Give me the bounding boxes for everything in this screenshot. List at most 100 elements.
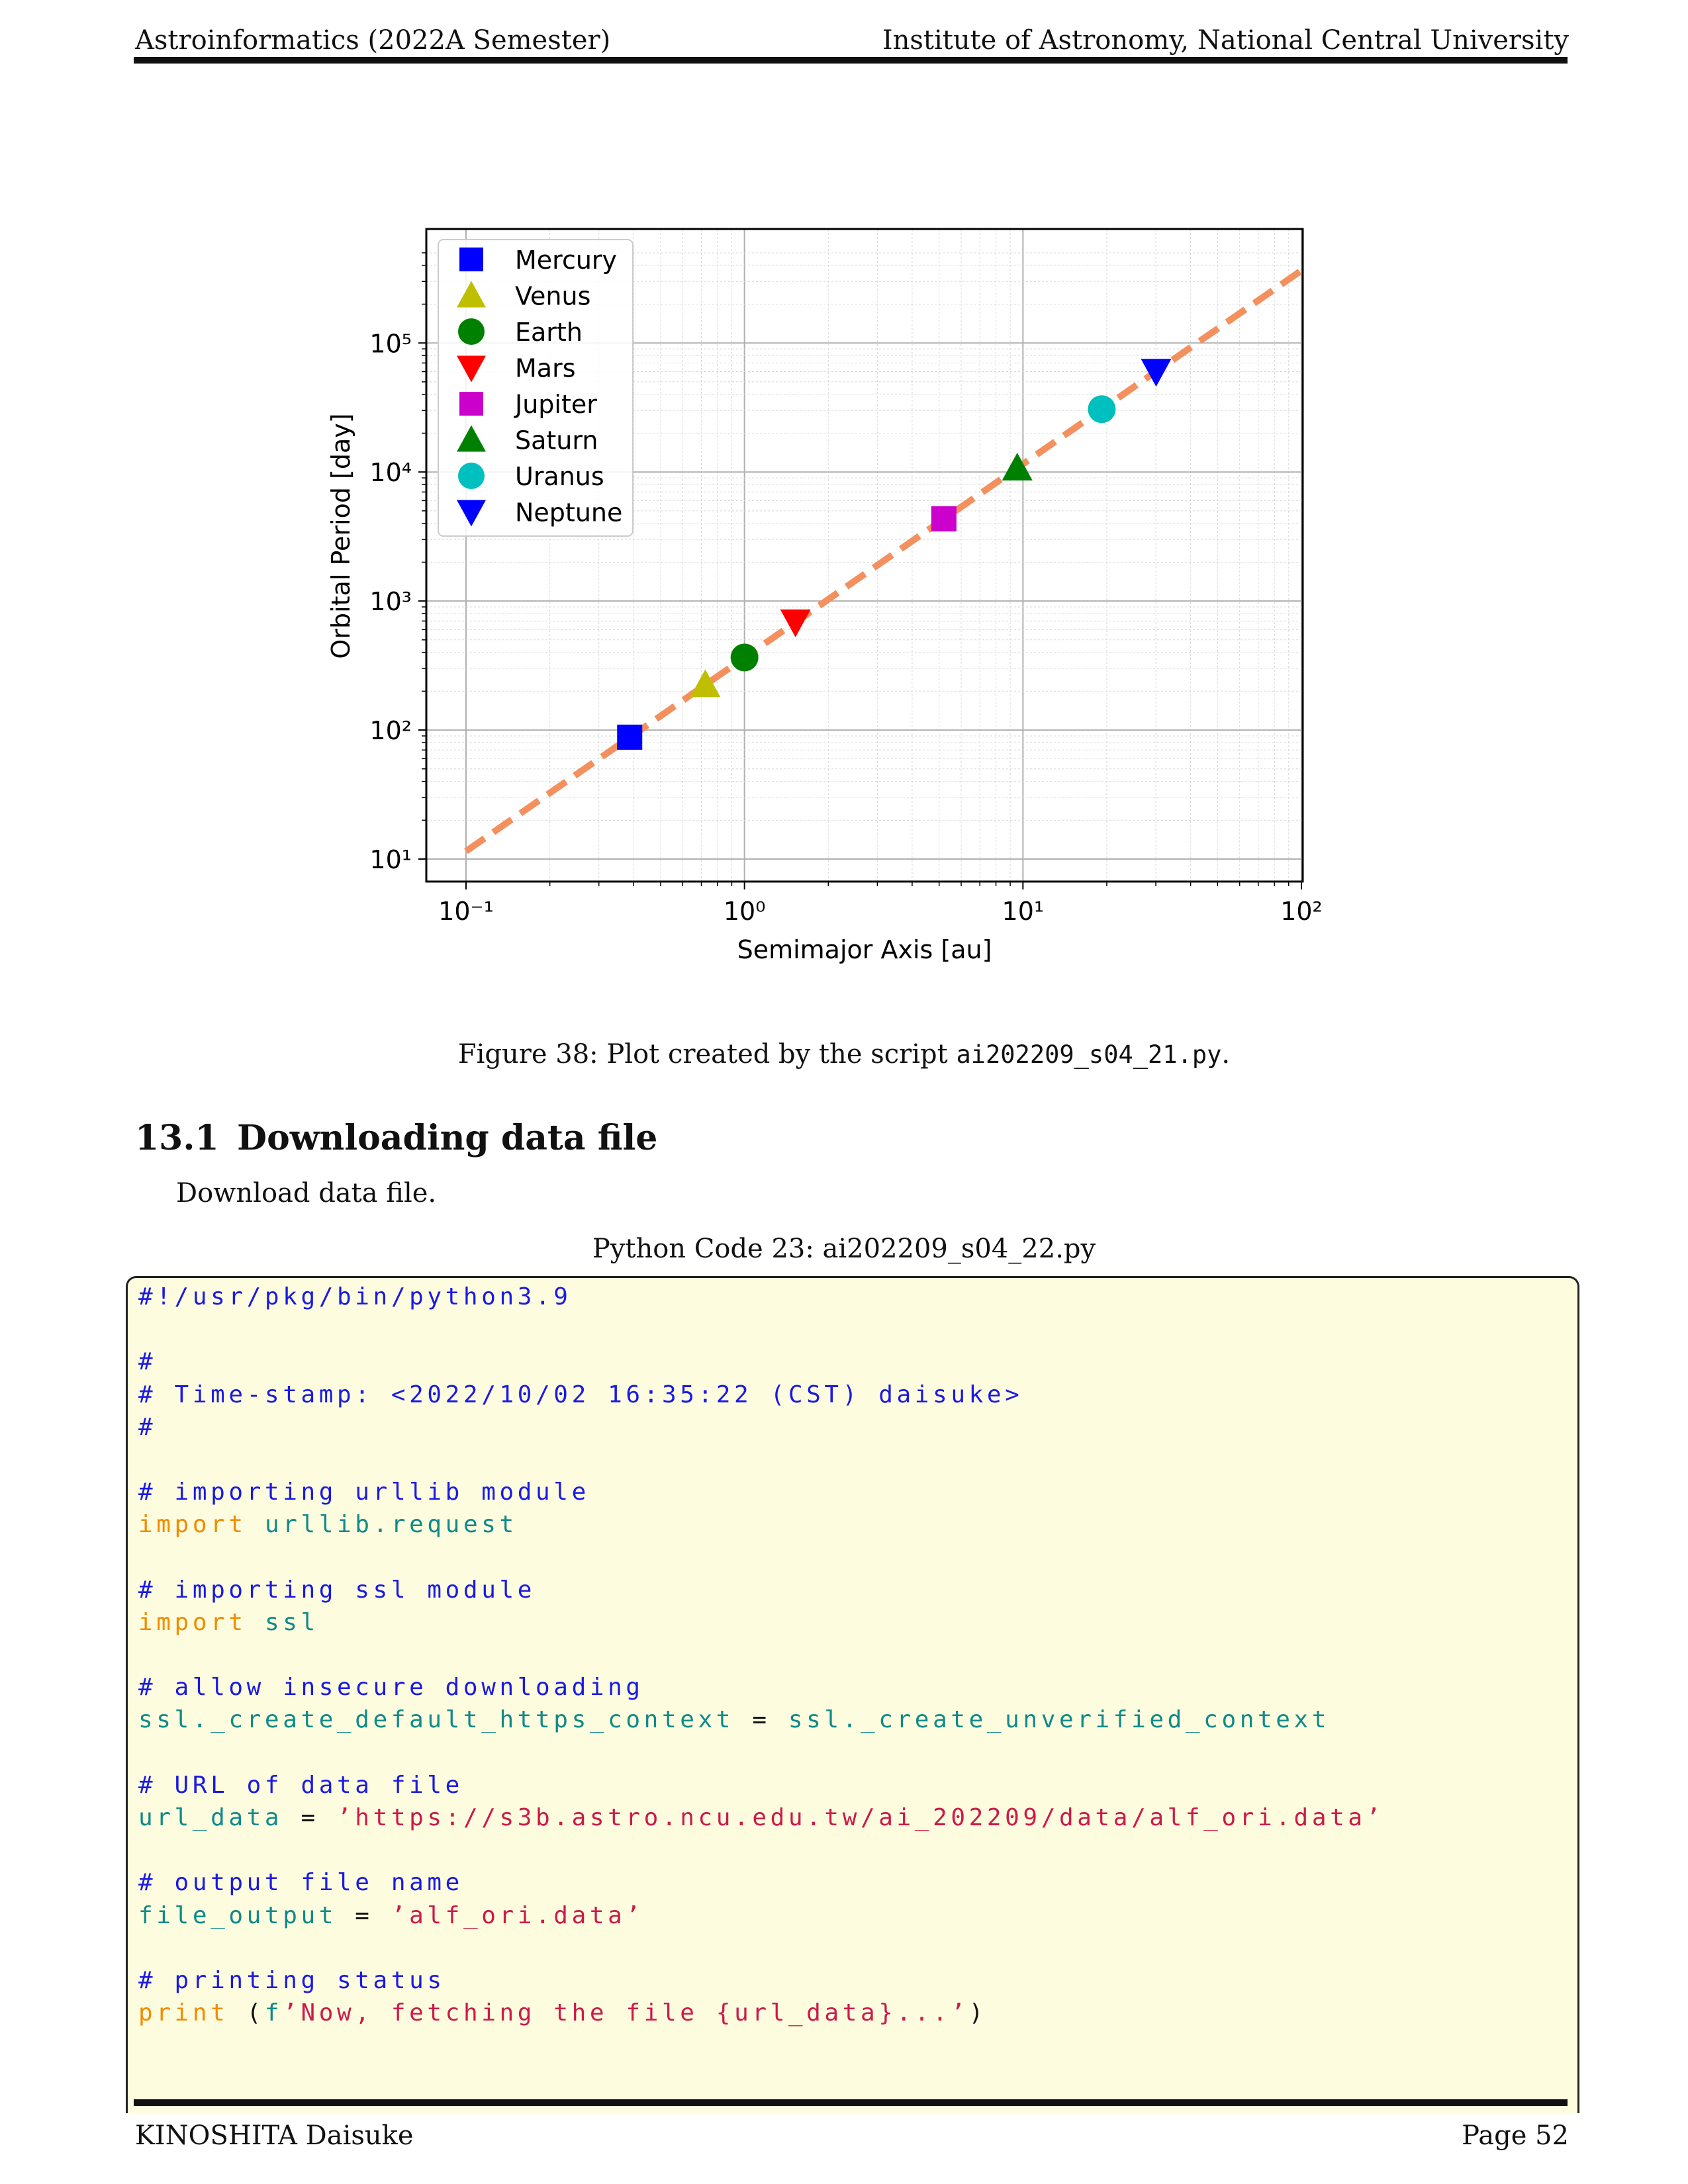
code-token: #!/usr/pkg/bin/python3.9 — [138, 1283, 572, 1310]
legend-marker-mercury — [459, 248, 483, 271]
code-token: import — [138, 1608, 247, 1636]
point-venus — [690, 669, 721, 698]
figure-caption-end: . — [1221, 1039, 1231, 1069]
y-tick-label: 10⁴ — [369, 458, 412, 487]
y-tick-labels: 10¹ 10² 10³ 10⁴ 10⁵ — [369, 329, 412, 874]
x-tick-label: 10⁻¹ — [438, 897, 494, 926]
y-axis-label: Orbital Period [day] — [326, 413, 355, 659]
code-token — [247, 1511, 265, 1538]
section-number: 13.1 — [135, 1118, 219, 1158]
plot-frame — [425, 228, 1304, 883]
running-footer-page: Page 52 — [1462, 2120, 1569, 2151]
y-tick-label: 10⁵ — [369, 329, 412, 358]
code-line: # allow insecure downloading — [138, 1671, 1384, 1704]
running-header-right: Institute of Astronomy, National Central… — [882, 25, 1569, 56]
y-tick-label: 10¹ — [369, 845, 412, 874]
code-token: f — [264, 1999, 283, 2027]
code-token: ’https://s3b.astro.ncu.edu.tw/ai_202209/… — [337, 1804, 1384, 1831]
running-header-left: Astroinformatics (2022A Semester) — [135, 25, 611, 56]
legend-label-earth: Earth — [515, 318, 583, 347]
legend-label-saturn: Saturn — [515, 426, 598, 455]
code-token: = — [337, 1901, 391, 1929]
code-token: ( — [228, 1999, 265, 2027]
legend-label-mercury: Mercury — [515, 246, 617, 275]
code-token: file_output — [138, 1901, 338, 1929]
grid-layer — [426, 229, 1303, 882]
code-line — [138, 1541, 1384, 1574]
code-token: = — [734, 1706, 788, 1734]
point-mars — [780, 609, 811, 637]
running-footer-author: KINOSHITA Daisuke — [135, 2120, 414, 2151]
legend-marker-saturn — [457, 425, 486, 452]
legend: Mercury Venus Earth Mars Jupiter Saturn Uranus… — [438, 239, 633, 537]
legend-label-uranus: Uranus — [515, 462, 604, 491]
code-token: urllib.request — [264, 1511, 518, 1539]
section-title: Downloading data file — [237, 1118, 658, 1158]
code-token: # importing urllib module — [138, 1479, 590, 1506]
code-token: # URL of data file — [138, 1771, 463, 1799]
code-line: # importing urllib module — [138, 1476, 1384, 1508]
legend-label-neptune: Neptune — [515, 498, 622, 527]
code-line — [138, 1737, 1384, 1769]
code-token: url_data — [138, 1804, 283, 1831]
legend-marker-earth — [458, 318, 485, 345]
code-line: # output file name — [138, 1866, 1384, 1899]
code-token: # — [138, 1413, 157, 1441]
code-line — [138, 1834, 1384, 1866]
code-line: file_output = ’alf_ori.data’ — [138, 1899, 1384, 1932]
code-line: # — [138, 1411, 1384, 1443]
code-token: ) — [968, 1999, 987, 2027]
code-token: # — [138, 1348, 157, 1376]
code-line — [138, 1932, 1384, 1964]
point-mercury — [617, 724, 643, 750]
code-line: ssl._create_default_https_context = ssl.… — [138, 1704, 1384, 1736]
code-line: #!/usr/pkg/bin/python3.9 — [138, 1281, 1384, 1313]
legend-marker-venus — [457, 281, 486, 308]
legend-label-jupiter: Jupiter — [514, 390, 597, 419]
code-token: ’alf_ori.data’ — [391, 1901, 644, 1929]
code-token: = — [283, 1804, 338, 1831]
code-token: ssl._create_unverified_context — [788, 1706, 1331, 1734]
section-intro: Download data file. — [176, 1178, 437, 1208]
legend-marker-neptune — [457, 500, 486, 527]
code-listing: #!/usr/pkg/bin/python3.9 # # Time-stamp: … — [126, 1276, 1579, 2113]
header-rule — [134, 57, 1568, 64]
code-token: # printing status — [138, 1966, 445, 1994]
legend-marker-jupiter — [459, 392, 483, 416]
code-token: ’Now, fetching the file {url_data}...’ — [283, 1999, 969, 2027]
x-tick-label: 10² — [1280, 897, 1323, 926]
code-line: # Time-stamp: <2022/10/02 16:35:22 (CST)… — [138, 1379, 1384, 1411]
x-tick-label: 10⁰ — [724, 897, 766, 926]
code-line — [138, 1443, 1384, 1476]
legend-box — [438, 239, 633, 537]
kepler-law-figure: 10⁻¹ 10⁰ 10¹ 10² 10¹ 10² 10³ 10⁴ 10⁵ Semimajor … — [326, 228, 1323, 964]
data-points — [617, 359, 1172, 750]
code-token: ssl — [264, 1608, 319, 1636]
legend-label-mars: Mars — [515, 354, 576, 383]
code-line: # importing ssl module — [138, 1574, 1384, 1606]
code-block: #!/usr/pkg/bin/python3.9 # # Time-stamp: … — [138, 1281, 1384, 2029]
code-token: # output file name — [138, 1869, 463, 1897]
section-heading: 13.1 Downloading data file — [135, 1117, 657, 1160]
code-line: import urllib.request — [138, 1508, 1384, 1541]
legend-marker-uranus — [458, 463, 485, 489]
code-token: ssl._create_default_https_context — [138, 1706, 735, 1734]
code-line: url_data = ’https://s3b.astro.ncu.edu.tw… — [138, 1801, 1384, 1834]
code-token: print — [138, 1999, 229, 2027]
code-caption: Python Code 23: ai202209_s04_22.py — [592, 1234, 1096, 1264]
x-tick-label: 10¹ — [1002, 897, 1045, 926]
figure-caption-script: ai202209_s04_21.py — [956, 1040, 1222, 1069]
footer-rule — [134, 2099, 1568, 2106]
code-token: # importing ssl module — [138, 1576, 536, 1604]
code-line: # URL of data file — [138, 1769, 1384, 1801]
point-saturn — [1002, 452, 1033, 480]
code-line — [138, 1313, 1384, 1345]
code-line: import ssl — [138, 1606, 1384, 1639]
code-line: # printing status — [138, 1964, 1384, 1997]
x-tick-labels: 10⁻¹ 10⁰ 10¹ 10² — [438, 897, 1323, 926]
code-line: # — [138, 1345, 1384, 1378]
y-tick-label: 10³ — [369, 587, 412, 616]
code-token: # allow insecure downloading — [138, 1674, 644, 1702]
legend-marker-mars — [457, 355, 486, 383]
figure-caption: Figure 38: Plot created by the script ai… — [0, 1038, 1688, 1071]
